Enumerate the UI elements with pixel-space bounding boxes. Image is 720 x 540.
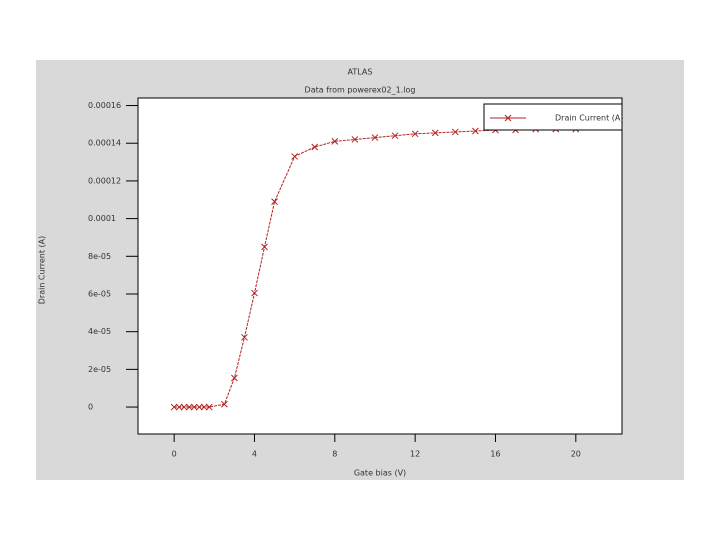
data-point xyxy=(180,403,188,411)
data-point xyxy=(231,374,238,382)
y-tick-label: 0.00016 xyxy=(88,101,121,110)
data-point xyxy=(351,136,359,143)
data-point xyxy=(221,400,228,408)
legend-marker xyxy=(504,114,512,122)
data-point xyxy=(311,143,319,151)
y-tick-label: 0.00012 xyxy=(88,176,121,185)
data-point xyxy=(185,403,193,411)
data-point xyxy=(261,243,268,251)
legend-label: Drain Current (A) xyxy=(555,114,624,123)
y-tick-label: 2e-05 xyxy=(88,365,111,374)
data-point xyxy=(371,134,379,141)
data-point xyxy=(195,403,203,411)
y-tick-label: 4e-05 xyxy=(88,327,111,336)
chart-subtitle: Data from powerex02_1.log xyxy=(305,86,416,95)
chart-title: ATLAS xyxy=(348,68,373,77)
data-point xyxy=(205,403,213,411)
data-point xyxy=(472,127,479,135)
data-point xyxy=(175,403,183,411)
plot-area xyxy=(137,97,623,435)
x-tick-label: 8 xyxy=(332,450,337,459)
data-point xyxy=(391,132,399,140)
data-point xyxy=(170,403,178,411)
data-point xyxy=(190,403,198,411)
x-tick-label: 20 xyxy=(571,450,581,459)
y-axis-label: Drain Current (A) xyxy=(38,236,47,305)
data-point xyxy=(241,333,248,341)
data-point xyxy=(411,130,419,138)
y-tick-label: 6e-05 xyxy=(88,289,111,298)
x-tick-label: 16 xyxy=(490,450,500,459)
data-point xyxy=(451,128,459,136)
y-tick-label: 0.0001 xyxy=(88,214,116,223)
y-tick-label: 0.00014 xyxy=(88,139,121,148)
data-point xyxy=(331,137,339,145)
x-tick-label: 0 xyxy=(172,450,177,459)
data-point xyxy=(431,129,439,137)
x-tick-label: 12 xyxy=(410,450,420,459)
x-tick-label: 4 xyxy=(252,450,257,459)
data-point xyxy=(291,153,299,160)
y-tick-label: 8e-05 xyxy=(88,252,111,261)
data-point xyxy=(251,289,258,297)
y-tick-label: 0 xyxy=(88,403,93,412)
data-point xyxy=(271,198,278,205)
x-axis-label: Gate bias (V) xyxy=(354,469,406,478)
data-point xyxy=(200,403,208,411)
